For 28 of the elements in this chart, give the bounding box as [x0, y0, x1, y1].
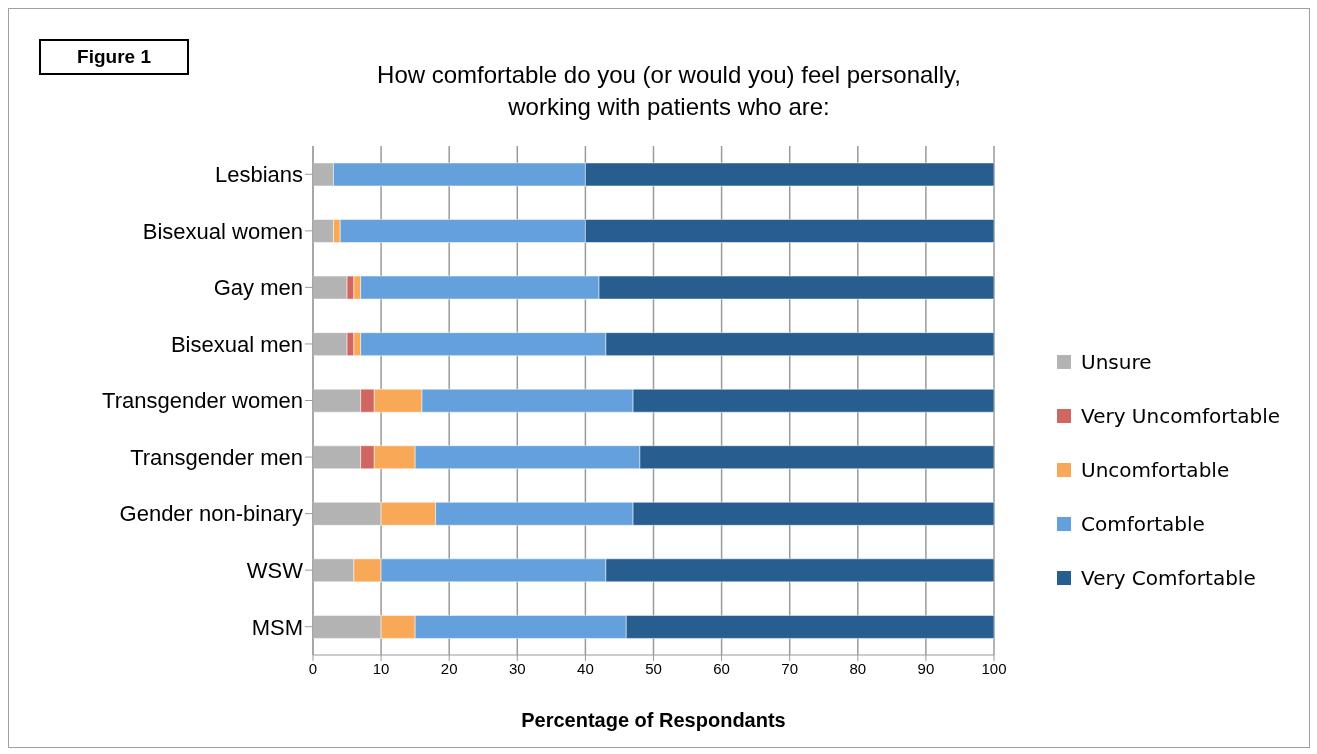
- x-tick-label: 90: [917, 659, 935, 677]
- legend-label: Very Comfortable: [1081, 566, 1256, 590]
- x-tick-label: 0: [308, 659, 318, 677]
- chart-title: How comfortable do you (or would you) feel personally, working with patients who are:: [376, 60, 962, 122]
- y-tick-label: Gender non-binary: [119, 501, 303, 527]
- x-tick-label: 60: [713, 659, 730, 677]
- y-tick-label: Bisexual women: [142, 218, 303, 244]
- y-tick-label: WSW: [246, 557, 304, 583]
- x-tick-label: 20: [440, 659, 458, 677]
- x-tick-label: 100: [981, 659, 1007, 677]
- y-tick-label: Gay men: [213, 275, 303, 301]
- x-tick-label: 50: [645, 659, 662, 677]
- legend-label: Uncomfortable: [1081, 458, 1230, 482]
- y-tick-label: Transgender men: [130, 444, 303, 470]
- x-tick-label: 30: [508, 659, 526, 677]
- legend-label: Very Uncomfortable: [1081, 404, 1281, 428]
- x-tick-label: 40: [577, 659, 594, 677]
- y-tick-label: Transgender women: [102, 388, 303, 414]
- caption: Figure 1: [39, 39, 189, 75]
- x-tick-label: 10: [372, 659, 390, 677]
- x-axis-title: Percentage of Respondants: [521, 709, 786, 731]
- y-tick-label: MSM: [251, 614, 303, 640]
- x-tick-label: 70: [781, 659, 799, 677]
- x-tick-label: 80: [849, 659, 867, 677]
- legend-label: Unsure: [1081, 350, 1152, 374]
- legend-label: Comfortable: [1081, 512, 1205, 536]
- y-tick-label: Lesbians: [214, 162, 303, 188]
- y-tick-label: Bisexual men: [170, 331, 303, 357]
